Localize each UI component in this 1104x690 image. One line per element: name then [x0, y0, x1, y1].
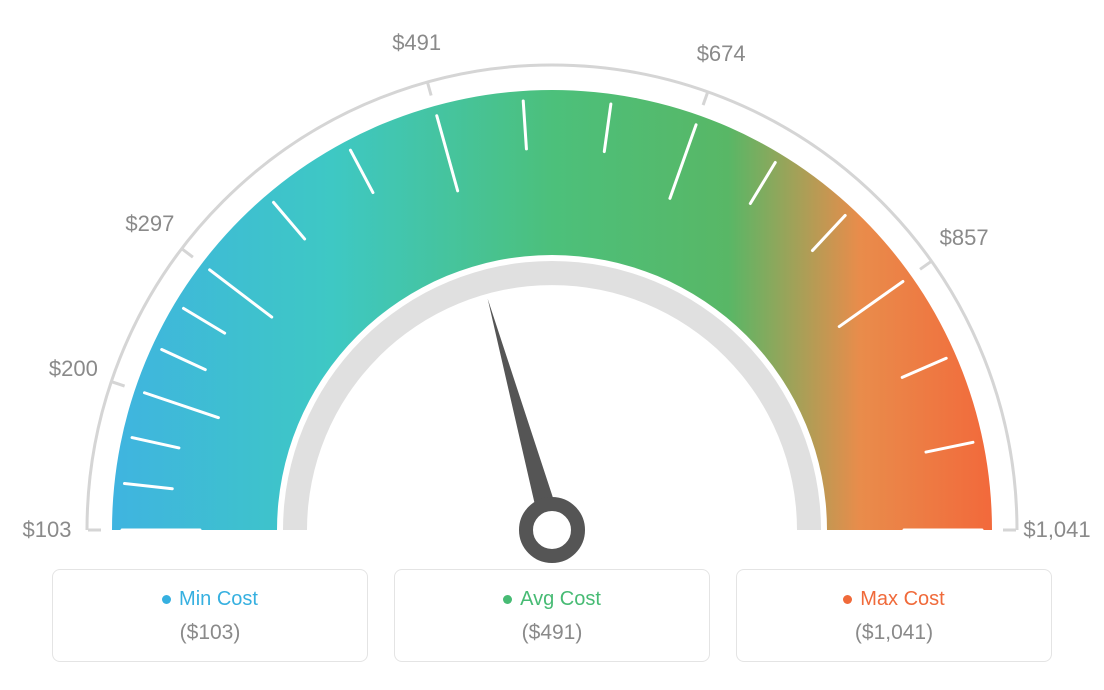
- gauge-chart: $103 $200 $297 $491 $674 $857 $1,041: [0, 0, 1104, 560]
- legend-title-avg: Avg Cost: [503, 588, 601, 611]
- gauge-tick-label: $674: [697, 41, 746, 67]
- gauge-tick-label: $297: [125, 211, 174, 237]
- gauge-tick-labels: $103 $200 $297 $491 $674 $857 $1,041: [0, 0, 1104, 560]
- legend-value-max: ($1,041): [745, 621, 1043, 645]
- legend-value-min: ($103): [61, 621, 359, 645]
- legend-card-max: Max Cost ($1,041): [736, 569, 1052, 662]
- legend-title-label: Min Cost: [179, 588, 258, 611]
- dot-icon: [162, 595, 171, 604]
- gauge-tick-label: $491: [392, 30, 441, 56]
- legend-title-min: Min Cost: [162, 588, 258, 611]
- legend-title-label: Max Cost: [860, 588, 944, 611]
- legend-title-max: Max Cost: [843, 588, 944, 611]
- gauge-tick-label: $1,041: [1023, 517, 1090, 543]
- legend-row: Min Cost ($103) Avg Cost ($491) Max Cost…: [52, 569, 1052, 662]
- legend-card-min: Min Cost ($103): [52, 569, 368, 662]
- dot-icon: [843, 595, 852, 604]
- gauge-tick-label: $103: [23, 517, 72, 543]
- legend-value-avg: ($491): [403, 621, 701, 645]
- legend-card-avg: Avg Cost ($491): [394, 569, 710, 662]
- dot-icon: [503, 595, 512, 604]
- legend-title-label: Avg Cost: [520, 588, 601, 611]
- gauge-tick-label: $857: [940, 225, 989, 251]
- gauge-tick-label: $200: [49, 356, 98, 382]
